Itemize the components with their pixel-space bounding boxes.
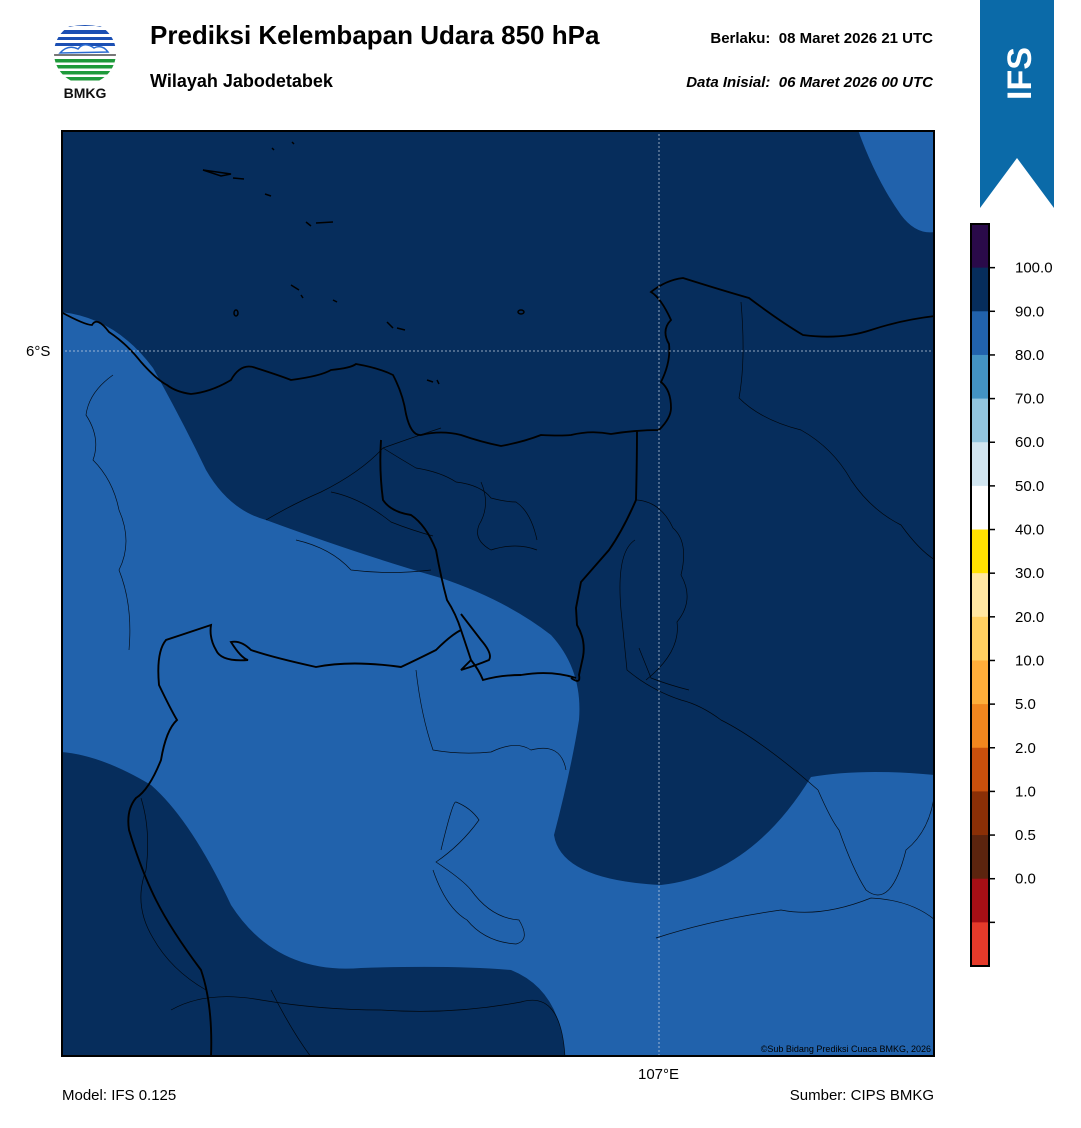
- data-source: Sumber: CIPS BMKG: [789, 1087, 934, 1104]
- province-boundaries: [127, 429, 638, 1057]
- valid-value: 08 Maret 2026 21 UTC: [778, 30, 933, 47]
- colorbar-tick-label: 0.0: [1015, 871, 1036, 888]
- colorbar-segment: [971, 835, 989, 880]
- page-title: Prediksi Kelembapan Udara 850 hPa: [150, 20, 600, 50]
- colorbar-tick-label: 5.0: [1015, 696, 1036, 713]
- colorbar: 100.0 90.0 80.0 70.0 60.0 50.0 40.0 30.0 20.0 10.…: [966, 222, 1076, 968]
- colorbar-segment: [971, 311, 989, 356]
- colorbar-segment: [971, 442, 989, 487]
- map-frame: [61, 130, 935, 1057]
- logo-text: BMKG: [64, 85, 107, 101]
- colorbar-tick-label: 50.0: [1015, 478, 1044, 495]
- colorbar-segment: [971, 616, 989, 661]
- colorbar-segment: [971, 704, 989, 749]
- colorbar-frame: [970, 223, 990, 967]
- district-boundaries: [85, 301, 935, 1057]
- longitude-tick-label: 107°E: [638, 1066, 680, 1083]
- colorbar-tick-label: 70.0: [1015, 391, 1044, 408]
- colorbar-tick-label: 80.0: [1015, 347, 1044, 364]
- ribbon-label: IFS: [1001, 47, 1039, 100]
- colorbar-segment: [971, 878, 989, 923]
- latitude-tick-label: 6°S: [26, 343, 51, 360]
- colorbar-segment: [971, 267, 989, 312]
- humidity-zone-ne: [858, 130, 935, 233]
- model-info: Model: IFS 0.125: [62, 1087, 177, 1104]
- colorbar-segment: [971, 529, 989, 574]
- colorbar-segment: [971, 354, 989, 400]
- colorbar-tick-label: 30.0: [1015, 565, 1044, 582]
- humidity-zone-80-90: [61, 312, 935, 1057]
- humidity-map: ©Sub Bidang Prediksi Cuaca BMKG, 2026: [61, 130, 935, 1057]
- colorbar-segment: [971, 660, 989, 705]
- colorbar-tick-label: 60.0: [1015, 434, 1044, 451]
- init-value: 06 Maret 2026 00 UTC: [778, 74, 933, 91]
- islands: [202, 141, 525, 385]
- bmkg-logo-icon: BMKG: [54, 22, 116, 101]
- ribbon-shape: [980, 0, 1054, 208]
- colorbar-segment: [971, 224, 989, 269]
- bmkg-logo: BMKG: [52, 20, 118, 102]
- colorbar-segment: [971, 791, 989, 836]
- colorbar-tick-label: 1.0: [1015, 783, 1036, 800]
- colorbar-tick-label: 10.0: [1015, 652, 1044, 669]
- region-subtitle: Wilayah Jabodetabek: [150, 71, 333, 91]
- colorbar-tick-label: 2.0: [1015, 740, 1036, 757]
- colorbar-segment: [971, 485, 989, 531]
- valid-time: Berlaku: 08 Maret 2026 21 UTC: [710, 30, 933, 47]
- colorbar-tick-label: 40.0: [1015, 522, 1044, 539]
- init-label: Data Inisial:: [686, 74, 771, 91]
- colorbar-tick-label: 0.5: [1015, 827, 1036, 844]
- colorbar-segment: [971, 747, 989, 792]
- init-time: Data Inisial: 06 Maret 2026 00 UTC: [686, 74, 933, 91]
- ifs-ribbon-badge: IFS: [980, 0, 1054, 210]
- colorbar-segment: [971, 573, 989, 618]
- map-copyright: ©Sub Bidang Prediksi Cuaca BMKG, 2026: [761, 1044, 931, 1054]
- valid-label: Berlaku:: [710, 30, 771, 47]
- colorbar-tick-label: 90.0: [1015, 303, 1044, 320]
- coastline: [61, 277, 935, 447]
- colorbar-tick-label: 20.0: [1015, 609, 1044, 626]
- colorbar-tick-label: 100.0: [1015, 260, 1053, 277]
- colorbar-segment: [971, 922, 989, 967]
- colorbar-segment: [971, 398, 989, 443]
